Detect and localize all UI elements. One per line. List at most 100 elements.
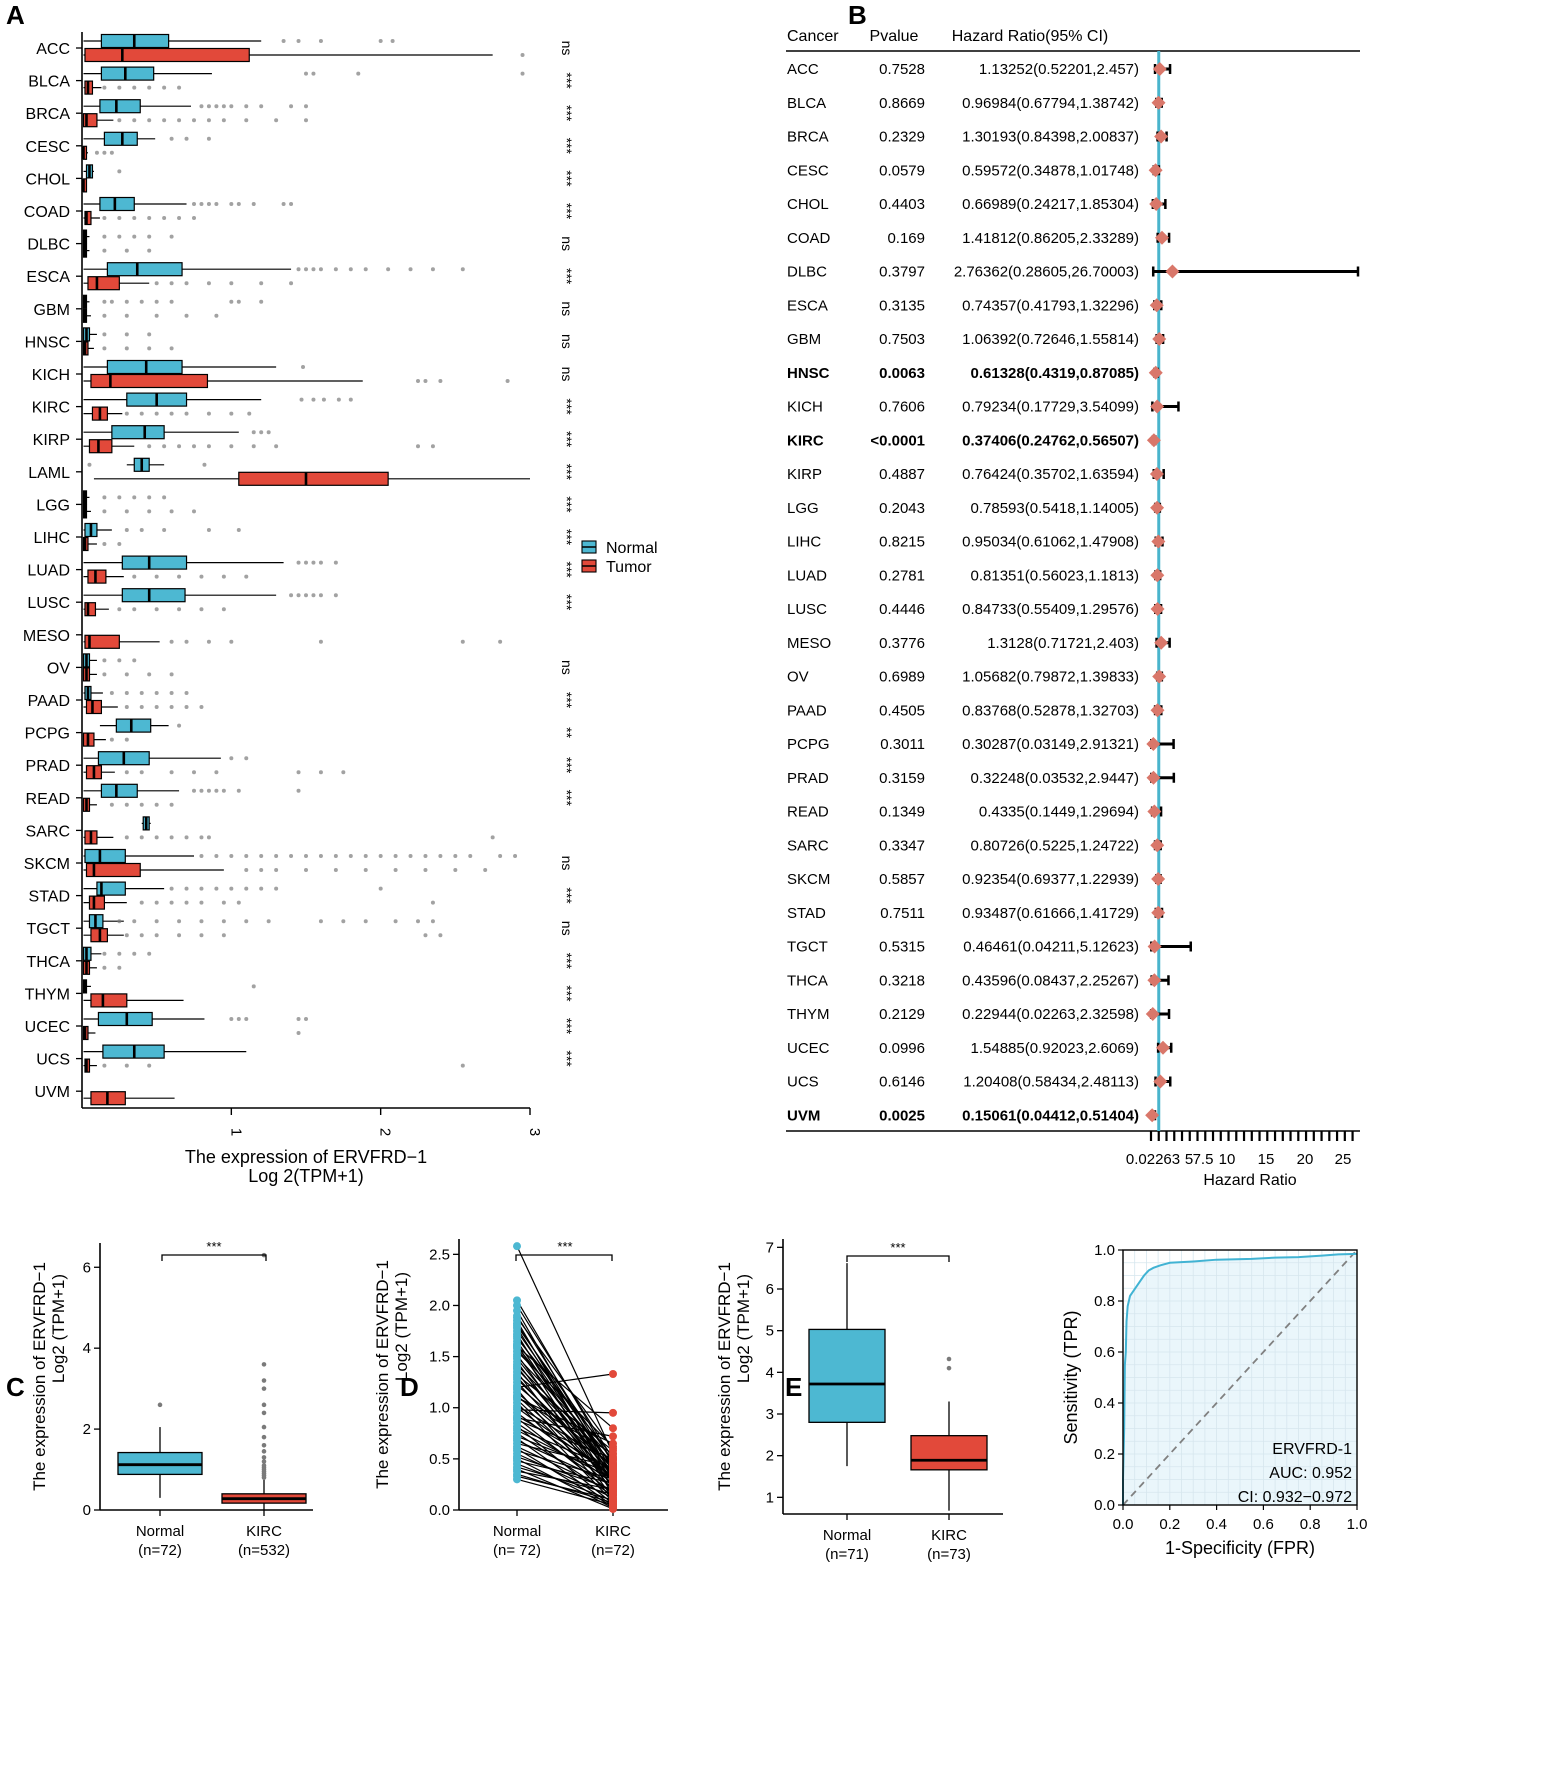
a-box-normal <box>121 588 186 603</box>
a-outlier <box>311 560 316 565</box>
a-category-label: SKCM <box>24 856 70 873</box>
a-category-label: UVM <box>34 1084 70 1101</box>
a-outlier <box>162 495 167 500</box>
d-y-tick-label: 2.5 <box>429 1246 450 1263</box>
a-category-label: PRAD <box>26 758 70 775</box>
b-cancer-label: TGCT <box>787 939 828 956</box>
d-point-normal <box>513 1242 521 1251</box>
e-y-tick-label: 2 <box>766 1448 774 1465</box>
a-outlier <box>139 299 144 304</box>
a-outlier <box>117 85 122 90</box>
a-outlier <box>124 248 129 253</box>
a-outlier <box>274 444 279 449</box>
d-pair-line <box>516 1396 614 1445</box>
f-y-tick-label: 0.4 <box>1094 1395 1115 1412</box>
a-outlier <box>154 313 159 318</box>
a-outlier <box>296 560 301 565</box>
b-hr-marker <box>1148 163 1163 178</box>
a-outlier <box>169 770 174 775</box>
f-x-title: 1-Specificity (FPR) <box>1165 1538 1315 1558</box>
a-outlier <box>102 495 107 500</box>
d-pair-line <box>516 1351 614 1448</box>
a-box-normal <box>115 718 152 733</box>
f-y-tick-label: 0.6 <box>1094 1344 1115 1361</box>
c-outlier <box>261 1424 267 1430</box>
f-y-tick-label: 0.8 <box>1094 1293 1115 1310</box>
a-outlier <box>274 886 279 891</box>
b-cancer-label: STAD <box>787 905 826 922</box>
a-outlier <box>296 593 301 598</box>
a-outlier <box>147 216 152 220</box>
a-outlier <box>430 919 435 924</box>
d-pair-line <box>516 1458 614 1509</box>
a-outlier <box>221 607 226 612</box>
a-outlier <box>244 756 249 761</box>
a-outlier <box>139 691 144 695</box>
a-outlier <box>147 346 152 351</box>
c-group-label: KIRC <box>246 1523 282 1540</box>
a-box-tumor <box>87 276 120 291</box>
a-outlier <box>169 886 174 891</box>
c-group-n: (n=532) <box>238 1542 290 1559</box>
a-significance: ns <box>559 236 575 251</box>
a-significance: *** <box>559 138 575 155</box>
f-x-tick-label: 0.2 <box>1159 1516 1180 1533</box>
c-outlier <box>261 1362 267 1367</box>
a-outlier <box>184 886 189 891</box>
b-cancer-label: THYM <box>787 1006 830 1023</box>
a-outlier <box>289 593 294 598</box>
d-pair-line <box>516 1470 614 1491</box>
a-outlier <box>169 705 174 709</box>
b-hr-text: 0.76424(0.35702,1.63594) <box>962 466 1139 483</box>
c-group-label: Normal <box>136 1523 184 1540</box>
d-y-tick-label: 1.5 <box>429 1349 450 1366</box>
a-outlier <box>363 919 368 924</box>
e-group-label: Normal <box>823 1527 871 1544</box>
a-outlier <box>318 267 323 272</box>
b-header-hr: Hazard Ratio(95% CI) <box>952 28 1109 45</box>
a-legend-label: Normal <box>606 540 658 557</box>
d-pair-line <box>516 1450 614 1480</box>
a-outlier <box>102 150 107 155</box>
a-outlier <box>259 299 264 304</box>
a-outlier <box>102 509 107 514</box>
a-outlier <box>162 216 167 220</box>
a-outlier <box>318 39 323 43</box>
a-outlier <box>423 868 428 872</box>
d-group-label: KIRC <box>595 1523 631 1540</box>
b-pvalue: 0.8669 <box>879 95 925 112</box>
b-cancer-label: KICH <box>787 399 823 416</box>
b-pvalue: 0.5315 <box>879 939 925 956</box>
a-category-label: STAD <box>29 889 70 906</box>
a-category-label: HNSC <box>25 334 70 351</box>
b-hr-text: 1.06392(0.72646,1.55814) <box>962 331 1139 348</box>
d-pair-line <box>516 1442 614 1468</box>
a-category-label: COAD <box>24 204 70 221</box>
b-hr-marker <box>1150 703 1165 718</box>
e-y-tick-label: 7 <box>766 1239 774 1256</box>
a-category-label: LUSC <box>27 595 70 612</box>
a-outlier <box>214 104 219 109</box>
a-outlier <box>102 965 107 970</box>
a-category-label: LGG <box>36 497 70 514</box>
a-outlier <box>304 104 308 109</box>
a-outlier <box>124 346 129 351</box>
b-hr-text: 1.3128(0.71721,2.403) <box>987 635 1139 652</box>
a-category-label: LAML <box>28 465 70 482</box>
b-pvalue: 0.4446 <box>879 601 925 618</box>
b-pvalue: 0.169 <box>887 230 925 247</box>
d-y-tick-label: 2.0 <box>429 1297 450 1314</box>
c-outlier <box>261 1402 267 1408</box>
a-outlier <box>206 281 211 286</box>
a-box-normal <box>99 196 135 212</box>
a-outlier <box>430 900 435 905</box>
b-header-pvalue: Pvalue <box>870 28 919 45</box>
d-point-kirc <box>609 1408 617 1417</box>
f-y-tick-label: 1.0 <box>1094 1242 1115 1259</box>
a-outlier <box>221 574 226 579</box>
e-box-kirc <box>910 1435 988 1471</box>
a-significance: *** <box>559 464 575 481</box>
d-point-kirc <box>609 1485 617 1494</box>
a-outlier <box>87 462 92 467</box>
b-pvalue: 0.7503 <box>879 331 925 348</box>
